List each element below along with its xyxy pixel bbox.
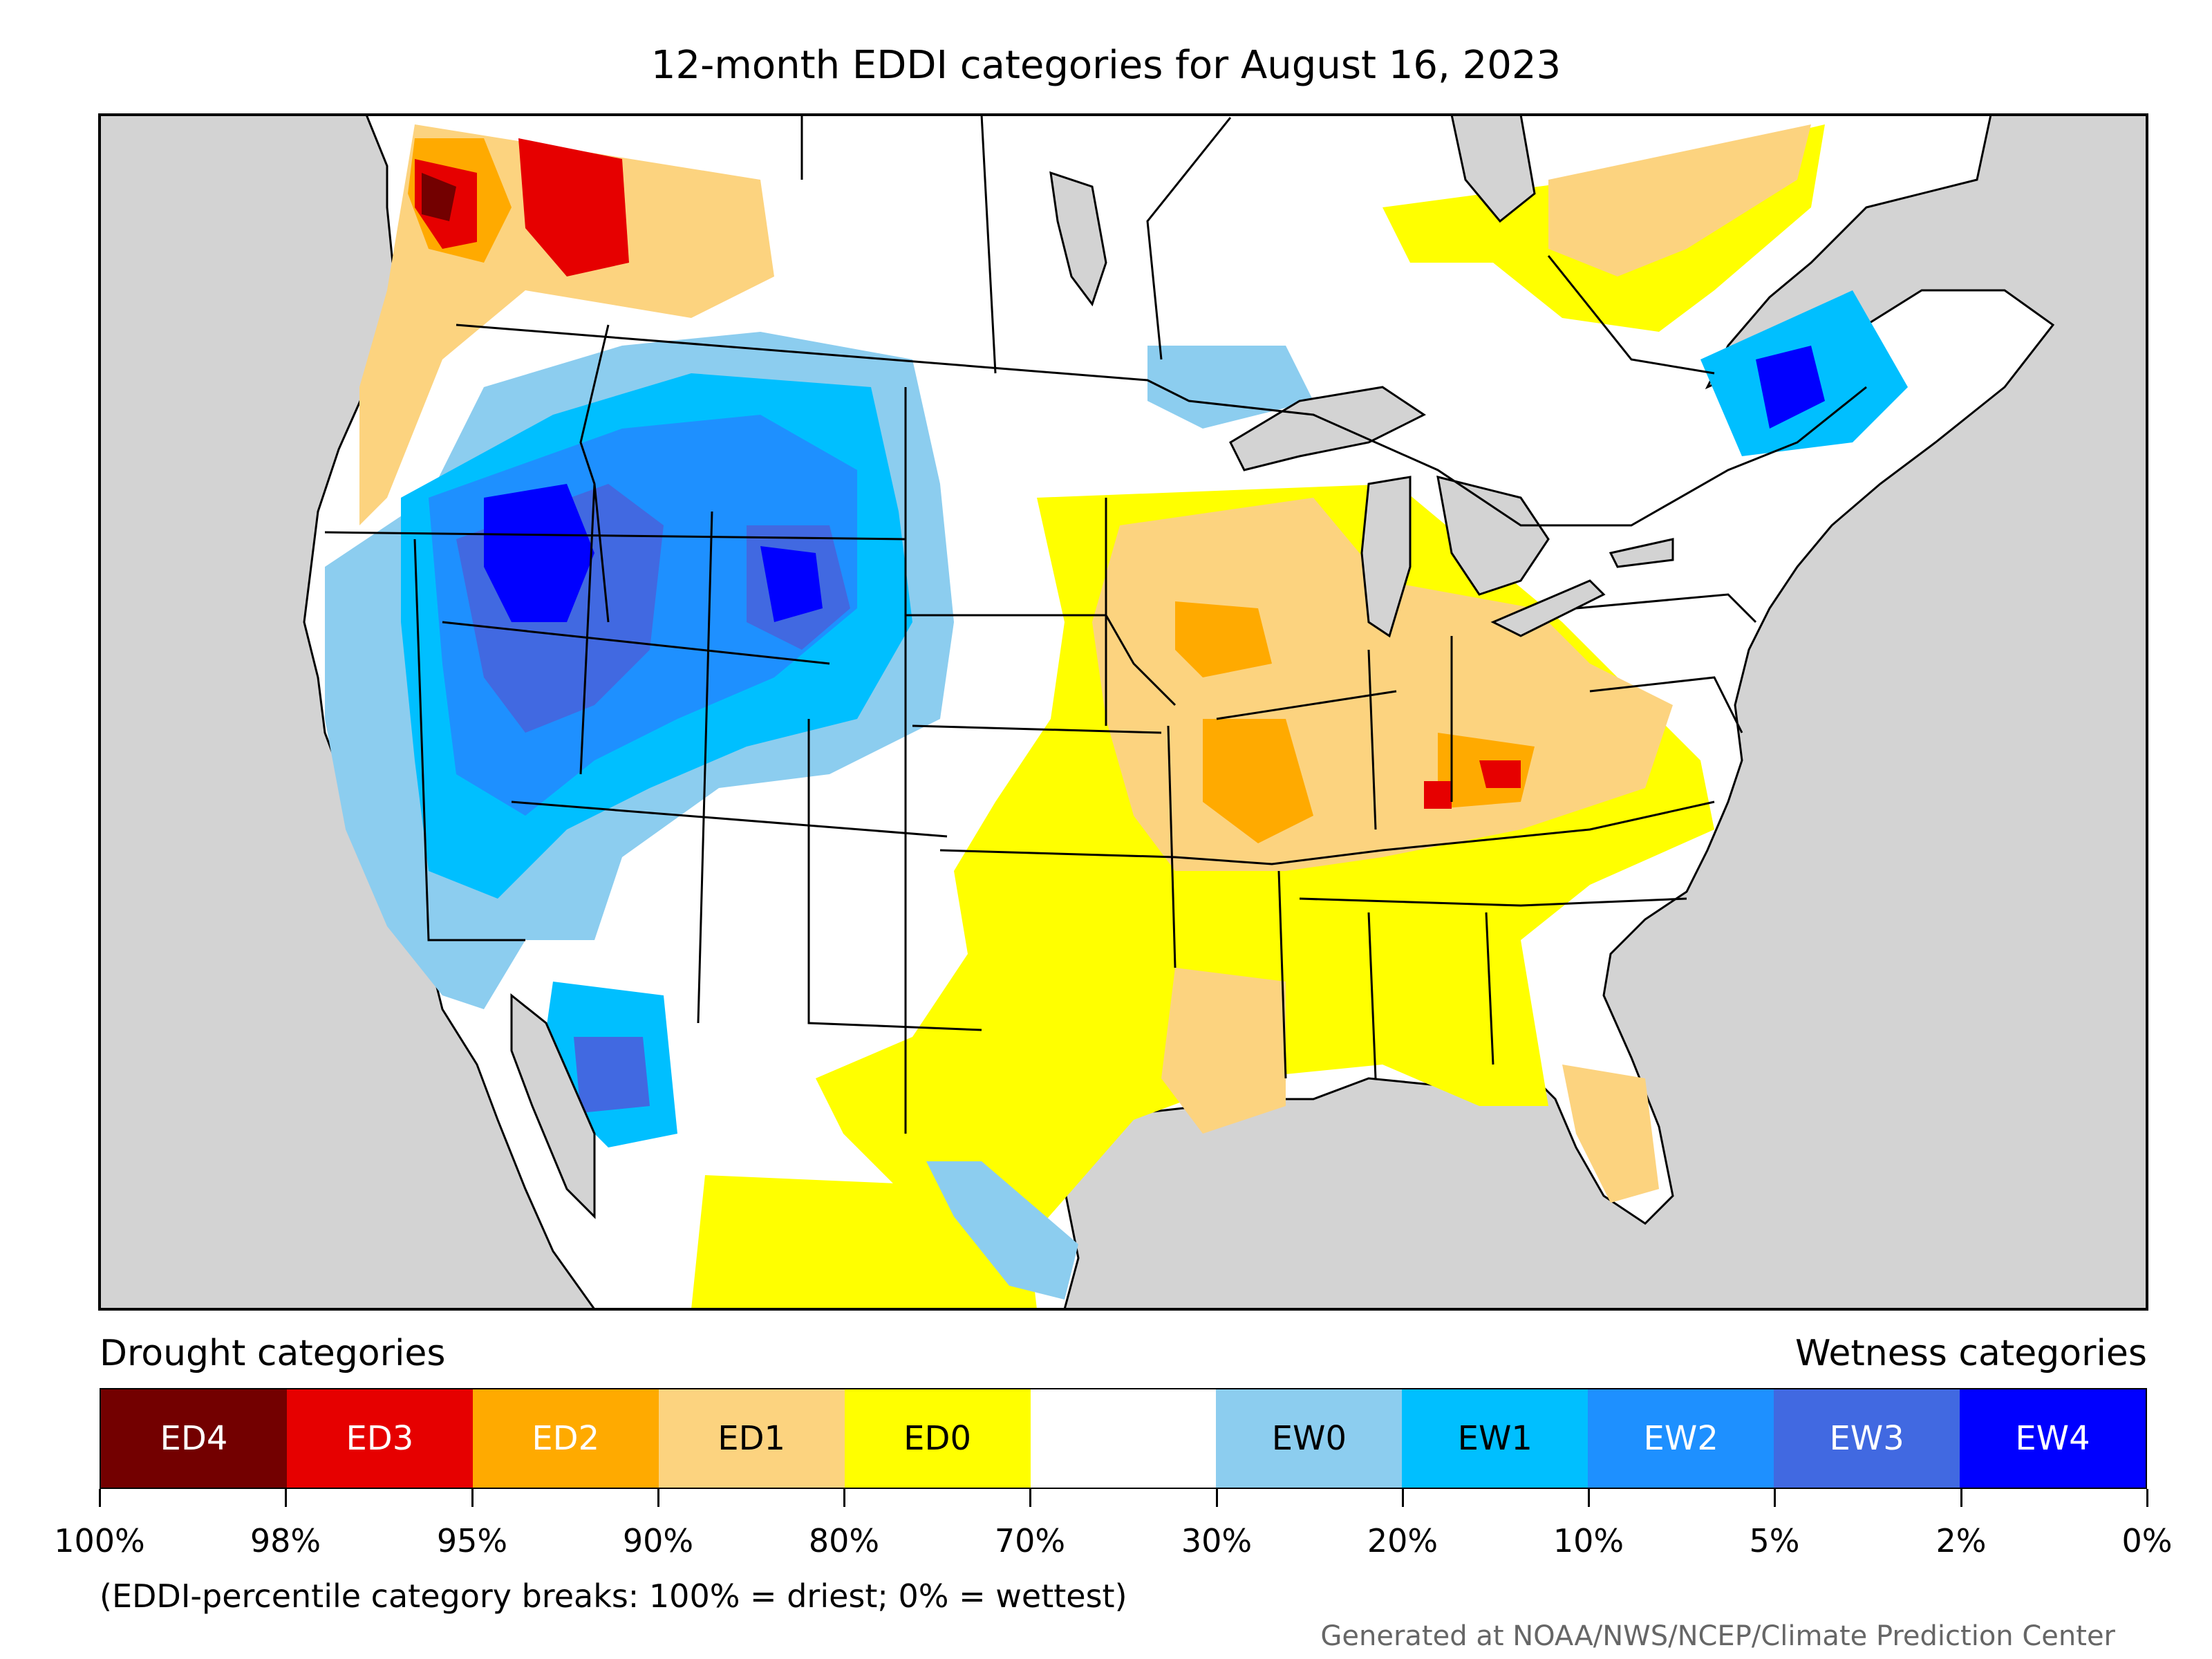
legend-tick-mark (99, 1489, 101, 1507)
legend-tick-label: 0% (2121, 1522, 2173, 1559)
legend-tick-mark (657, 1489, 659, 1507)
lake-superior (1229, 386, 1426, 471)
us-canada-border (456, 324, 1867, 527)
legend-tick-label: 70% (994, 1522, 1066, 1559)
wetness-categories-label: Wetness categories (1795, 1333, 2147, 1374)
ed1-zone-southeast (1161, 968, 1286, 1134)
lake-michigan (1360, 476, 1412, 638)
legend-tick-mark (471, 1489, 474, 1507)
legend-cell-ed1: ED1 (658, 1389, 845, 1488)
legend-cell-ed4: ED4 (101, 1389, 287, 1488)
category-legend: ED4 ED3 ED2 ED1 ED0 EW0 EW1 EW2 EW3 EW4 (100, 1388, 2147, 1489)
legend-cell-ew0: EW0 (1216, 1389, 1403, 1488)
legend-tick-label: 30% (1181, 1522, 1253, 1559)
legend-tick-label: 90% (622, 1522, 694, 1559)
legend-tick-label: 98% (250, 1522, 321, 1559)
ew4-zone-quebec (1756, 346, 1825, 429)
ed2-zone-missouri (1203, 719, 1313, 843)
legend-tick-mark (285, 1489, 287, 1507)
lake-ontario (1609, 538, 1674, 568)
ed3-zone-bc-interior (518, 138, 629, 276)
legend-cell-ed2: ED2 (472, 1389, 659, 1488)
legend-tick-mark (1774, 1489, 1776, 1507)
ed1-zone-florida (1562, 1065, 1659, 1203)
legend-tick-label: 80% (808, 1522, 880, 1559)
legend-cell-ew1: EW1 (1402, 1389, 1588, 1488)
gulf-of-california (510, 993, 596, 1219)
legend-tick-label: 95% (436, 1522, 508, 1559)
legend-cell-ew2: EW2 (1588, 1389, 1774, 1488)
legend-tick-label: 20% (1367, 1522, 1438, 1559)
lake-winnipeg (1049, 171, 1107, 307)
legend-tick-mark (2146, 1489, 2148, 1507)
ew4-zone-wyoming (760, 546, 823, 622)
ed4-zone-bc (422, 173, 456, 221)
ed3-zone-kentucky-west (1424, 781, 1452, 809)
ed3-zone-kentucky (1479, 760, 1521, 788)
legend-tick-label: 2% (1936, 1522, 1987, 1559)
hudson-bay (1450, 115, 1536, 223)
ew4-zone-great-basin (484, 484, 594, 622)
legend-cell-ed0: ED0 (844, 1389, 1031, 1488)
legend-tick-label: 100% (54, 1522, 145, 1559)
legend-cell-ed3: ED3 (286, 1389, 473, 1488)
political-boundaries (324, 115, 1867, 1134)
legend-tick-mark (1216, 1489, 1218, 1507)
legend-tick-label: 10% (1553, 1522, 1624, 1559)
legend-tick-mark (1588, 1489, 1590, 1507)
legend-tick-mark (1402, 1489, 1404, 1507)
drought-categories-label: Drought categories (100, 1333, 446, 1374)
lake-huron (1436, 475, 1550, 596)
legend-tick-mark (843, 1489, 845, 1507)
credit-text: Generated at NOAA/NWS/NCEP/Climate Predi… (1320, 1620, 2115, 1652)
legend-cell-ew4: EW4 (1960, 1389, 2146, 1488)
legend-tick-mark (1029, 1489, 1031, 1507)
ed2-zone-iowa (1175, 601, 1272, 677)
legend-cell-ew3: EW3 (1774, 1389, 1960, 1488)
legend-tick-label: 5% (1749, 1522, 1800, 1559)
map-frame (98, 113, 2148, 1311)
legend-cell-neutral (1030, 1389, 1217, 1488)
ed1-zone-canada-east (1548, 124, 1811, 276)
legend-ticks: 100% 98% 95% 90% 80% 70% 30% 20% 10% 5% 2% 0% (54, 1489, 2172, 1559)
ew3-zone-arizona (574, 1037, 650, 1113)
category-breaks-note: (EDDI-percentile category breaks: 100% =… (100, 1577, 1127, 1615)
map-title: 12-month EDDI categories for August 16, … (650, 43, 1562, 88)
lake-erie (1490, 579, 1606, 637)
ew0-zone-texas-coast (926, 1161, 1078, 1300)
legend-tick-mark (1960, 1489, 1962, 1507)
ew0-zone-north (1147, 346, 1313, 429)
